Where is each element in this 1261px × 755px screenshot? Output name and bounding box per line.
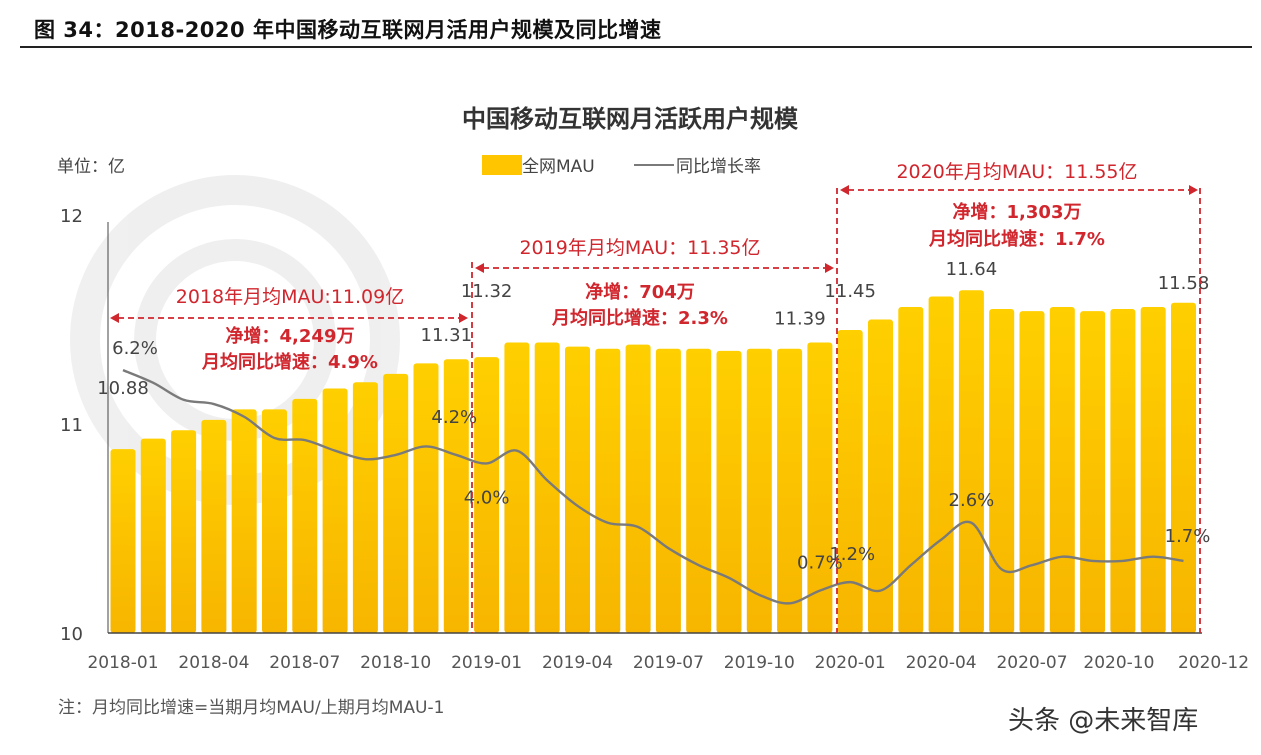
bar-2019-01 — [474, 357, 500, 633]
x-tick-label: 2018-07 — [269, 653, 340, 673]
bar-2019-11 — [777, 348, 803, 633]
bar-2019-06 — [625, 344, 651, 633]
arrow-head-right — [459, 313, 468, 323]
arrow-head-left — [475, 263, 484, 273]
bar-2019-09 — [716, 350, 742, 633]
annotation-2018: 月均同比增速：4.9% — [201, 351, 378, 373]
arrow-head-right — [1189, 185, 1198, 195]
arrow-head-left — [840, 185, 849, 195]
bar-value-label: 11.31 — [421, 325, 473, 346]
bar-2020-06 — [989, 309, 1015, 633]
legend-swatch-bar — [482, 155, 522, 175]
bar-2020-12 — [1171, 302, 1196, 633]
bar-2019-08 — [686, 348, 712, 633]
bar-2019-02 — [504, 342, 530, 633]
bar-value-label: 11.39 — [774, 308, 826, 329]
x-tick-label: 2018-01 — [87, 653, 158, 673]
bar-2018-12 — [443, 359, 469, 633]
bar-2020-08 — [1049, 306, 1075, 633]
bar-2020-11 — [1140, 306, 1166, 633]
bar-2020-10 — [1110, 309, 1136, 633]
bar-2019-07 — [655, 348, 681, 633]
legend: 全网MAU 同比增长率 — [482, 155, 761, 177]
bar-2018-08 — [322, 388, 348, 633]
y-tick-label: 11 — [60, 415, 83, 436]
bar-2019-05 — [595, 348, 621, 633]
x-tick-label: 2018-10 — [360, 653, 431, 673]
bar-value-label: 10.88 — [97, 378, 149, 399]
bar-2018-07 — [292, 398, 318, 633]
y-tick-label: 10 — [60, 624, 83, 645]
x-tick-label: 2019-07 — [633, 653, 704, 673]
bar-2018-06 — [262, 409, 287, 633]
x-tick-label: 2020-10 — [1083, 653, 1154, 673]
annotation-2018: 2018年月均MAU:11.09亿 — [176, 286, 404, 308]
annotation-2020: 净增：1,303万 — [953, 201, 1082, 223]
x-tick-label: 2020-07 — [996, 653, 1067, 673]
x-tick-label: 2019-10 — [724, 653, 795, 673]
x-tick-label: 2019-01 — [451, 653, 522, 673]
chart-title: 中国移动互联网月活跃用户规模 — [462, 105, 799, 133]
arrow-head-right — [825, 263, 834, 273]
x-tick-label: 2020-04 — [906, 653, 977, 673]
figure-title: 图 34：2018-2020 年中国移动互联网月活用户规模及同比增速 — [34, 18, 662, 42]
bar-2018-02 — [140, 438, 166, 633]
bar-2019-04 — [565, 346, 590, 633]
growth-value-label: 1.7% — [1165, 526, 1211, 547]
bar-2020-03 — [898, 306, 924, 633]
arrow-head-left — [110, 313, 119, 323]
growth-rate-line — [122, 369, 1184, 605]
bar-2020-05 — [958, 290, 984, 633]
bar-2020-07 — [1019, 311, 1045, 633]
bar-2018-03 — [171, 430, 197, 633]
bar-2020-04 — [928, 296, 954, 633]
annotation-2018: 净增：4,249万 — [226, 325, 355, 347]
growth-value-label: 6.2% — [112, 338, 158, 359]
bar-2019-12 — [807, 342, 833, 633]
bar-2019-03 — [534, 342, 560, 633]
growth-value-label: 2.6% — [949, 490, 995, 511]
bar-2018-09 — [352, 382, 378, 633]
bar-2018-11 — [413, 363, 439, 633]
legend-label-line: 同比增长率 — [676, 157, 761, 177]
annotation-2019: 月均同比增速：2.3% — [551, 307, 728, 329]
bar-value-label: 11.45 — [824, 281, 876, 302]
growth-value-label: 4.0% — [464, 487, 510, 508]
footnote: 注：月均同比增速=当期月均MAU/上期月均MAU-1 — [58, 698, 445, 718]
x-tick-label: 2018-04 — [178, 653, 249, 673]
annotation-2020: 月均同比增速：1.7% — [928, 228, 1105, 250]
bar-value-label: 11.32 — [461, 281, 513, 302]
growth-value-label: 1.2% — [829, 544, 875, 565]
bar-2020-09 — [1080, 311, 1106, 633]
title-divider — [20, 46, 1252, 48]
x-tick-label: 2020-12 — [1178, 653, 1249, 673]
x-tick-label: 2019-04 — [542, 653, 613, 673]
annotation-2019: 2019年月均MAU：11.35亿 — [519, 237, 760, 259]
bar-value-label: 11.64 — [946, 259, 998, 280]
y-tick-label: 12 — [60, 206, 83, 227]
watermark-text: 头条 @未来智库 — [1008, 706, 1199, 736]
bar-2019-10 — [746, 348, 772, 633]
bar-2018-05 — [231, 409, 257, 633]
annotation-2020: 2020年月均MAU：11.55亿 — [896, 161, 1137, 183]
bar-value-label: 11.58 — [1158, 273, 1210, 294]
unit-label: 单位：亿 — [57, 157, 125, 177]
bar-2018-01 — [110, 449, 136, 633]
legend-label-bar: 全网MAU — [522, 157, 595, 177]
annotation-2019: 净增：704万 — [585, 281, 695, 303]
bar-2020-01 — [837, 329, 863, 633]
bar-2018-10 — [383, 373, 409, 633]
bar-2020-02 — [868, 319, 893, 633]
x-tick-label: 2020-01 — [815, 653, 886, 673]
growth-value-label: 0.7% — [797, 553, 843, 574]
bar-2018-04 — [201, 419, 227, 633]
growth-value-label: 4.2% — [431, 407, 477, 428]
